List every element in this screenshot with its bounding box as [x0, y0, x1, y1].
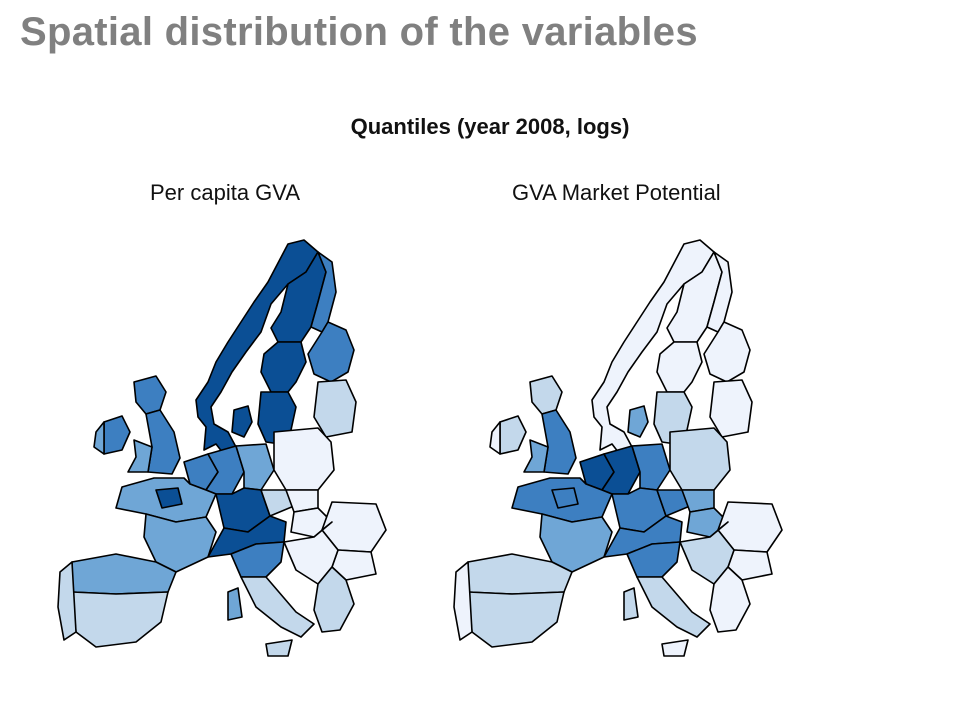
region-spain-south	[467, 591, 565, 648]
region-france-paris	[551, 487, 579, 509]
region-germany-east	[235, 443, 275, 491]
region-denmark	[627, 405, 649, 438]
region-sardinia	[623, 587, 639, 621]
slide-title: Spatial distribution of the variables	[20, 10, 698, 54]
region-poland	[669, 427, 731, 491]
region-finland-south	[703, 321, 751, 383]
region-sweden-central	[656, 341, 703, 393]
region-uk-wales	[127, 439, 153, 473]
region-italy-south	[240, 576, 315, 638]
region-uk-scotland	[133, 375, 167, 415]
region-sicily	[265, 639, 293, 657]
region-germany-east	[631, 443, 671, 491]
region-baltics	[709, 379, 753, 438]
region-uk-england	[145, 409, 181, 475]
region-uk-england	[541, 409, 577, 475]
region-baltics	[313, 379, 357, 438]
region-greece	[313, 566, 355, 633]
region-ireland	[499, 415, 527, 455]
map-per-capita-gva	[57, 239, 387, 657]
region-balkans	[283, 521, 339, 585]
region-ireland-west	[93, 421, 105, 455]
map-title-per-capita-gva: Per capita GVA	[150, 180, 300, 205]
region-uk-wales	[523, 439, 549, 473]
region-portugal	[57, 561, 77, 641]
region-france-paris	[155, 487, 183, 509]
region-sicily	[661, 639, 689, 657]
map-title-gva-market-potential: GVA Market Potential	[512, 180, 721, 205]
region-ireland-west	[489, 421, 501, 455]
region-uk-scotland	[529, 375, 563, 415]
region-spain-south	[71, 591, 169, 648]
map-gva-market-potential	[453, 239, 783, 657]
region-balkans	[679, 521, 735, 585]
region-italy-south	[636, 576, 711, 638]
region-sardinia	[227, 587, 243, 621]
figure-title: Quantiles (year 2008, logs)	[350, 114, 630, 139]
region-portugal	[453, 561, 473, 641]
region-sweden-central	[260, 341, 307, 393]
region-ireland	[103, 415, 131, 455]
region-greece	[709, 566, 751, 633]
region-denmark	[231, 405, 253, 438]
region-finland-south	[307, 321, 355, 383]
region-poland	[273, 427, 335, 491]
